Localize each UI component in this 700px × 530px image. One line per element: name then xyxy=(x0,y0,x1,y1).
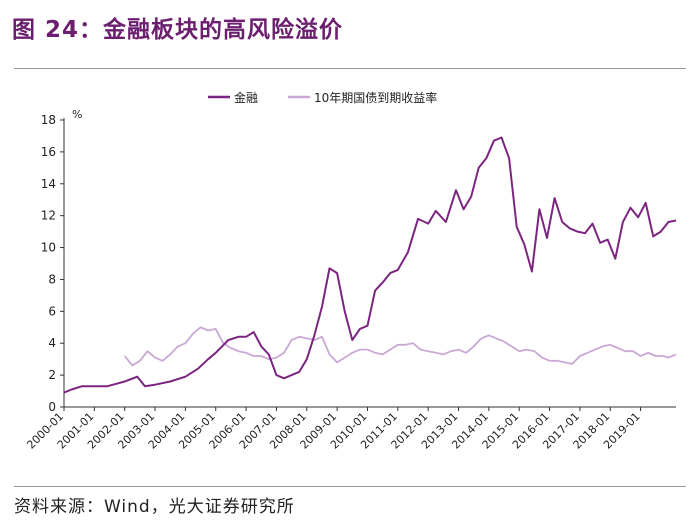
bottom-divider xyxy=(14,486,686,487)
y-tick-label: 0 xyxy=(48,400,56,414)
y-tick-label: 10 xyxy=(41,241,56,255)
series-line-bond xyxy=(123,326,677,367)
legend-label-finance: 金融 xyxy=(234,90,258,105)
y-unit-label: % xyxy=(72,108,82,121)
y-tick-label: 4 xyxy=(48,336,56,350)
y-tick-label: 16 xyxy=(41,145,56,159)
y-tick-label: 6 xyxy=(48,304,56,318)
chart: 金融 10年期国债到期收益率 % 0246810121416182000-012… xyxy=(24,90,677,452)
series-line-finance xyxy=(63,136,677,394)
y-tick-label: 8 xyxy=(48,272,56,286)
source-note: 资料来源：Wind，光大证券研究所 xyxy=(14,497,295,517)
figure-title: 图 24：金融板块的高风险溢价 xyxy=(12,17,344,43)
y-tick-label: 12 xyxy=(41,209,56,223)
legend-label-bond: 10年期国债到期收益率 xyxy=(314,90,437,105)
y-tick-label: 18 xyxy=(41,113,56,127)
y-tick-label: 14 xyxy=(41,177,56,191)
top-divider xyxy=(14,68,686,69)
y-tick-label: 2 xyxy=(48,368,56,382)
legend: 金融 10年期国债到期收益率 xyxy=(208,90,437,105)
axes: 0246810121416182000-012001-012002-012003… xyxy=(24,113,676,452)
series-layer xyxy=(63,136,677,394)
